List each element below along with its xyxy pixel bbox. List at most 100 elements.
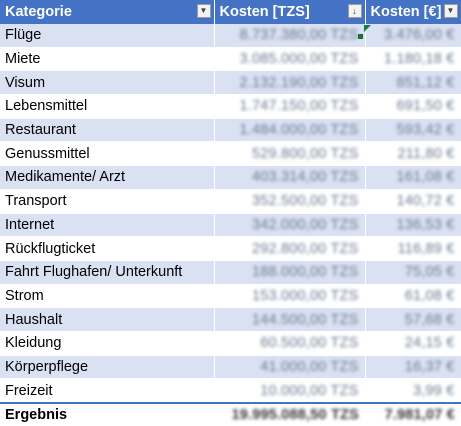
total-label[interactable]: Ergebnis bbox=[0, 402, 214, 426]
header-cost-eur-label: Kosten [€] bbox=[370, 4, 442, 20]
fill-handle[interactable] bbox=[358, 34, 363, 39]
cost-eur-value: 61,08 € bbox=[404, 287, 455, 304]
table-row: Rückflugticket 292.800,00 TZS 116,89 € bbox=[0, 236, 461, 261]
cost-eur-cell[interactable]: 24,15 € bbox=[365, 331, 461, 356]
cost-eur-cell[interactable]: 593,42 € bbox=[365, 118, 461, 143]
table-row: Internet 342.000,00 TZS 136,53 € bbox=[0, 213, 461, 238]
cost-tzs-cell[interactable]: 10.000,00 TZS bbox=[214, 378, 366, 404]
category-cell[interactable]: Freizeit bbox=[0, 378, 215, 404]
dropdown-arrow-icon[interactable]: ▼ bbox=[196, 4, 211, 18]
cost-eur-cell[interactable]: 1.180,18 € bbox=[365, 47, 461, 72]
cost-eur-value: 1.180,18 € bbox=[383, 51, 455, 68]
cost-eur-cell[interactable]: 211,80 € bbox=[365, 141, 461, 167]
cost-tzs-cell[interactable]: 41.000,00 TZS bbox=[214, 355, 366, 380]
cost-tzs-cell[interactable]: 60.500,00 TZS bbox=[214, 331, 366, 356]
cost-eur-value: 161,08 € bbox=[396, 169, 455, 186]
header-row: Kategorie ▼ Kosten [TZS] ↓ Kosten [€] ▼ bbox=[0, 0, 461, 24]
total-tzs[interactable]: 19.995.088,50 TZS bbox=[214, 402, 365, 426]
cost-tzs-value: 403.314,00 TZS bbox=[251, 169, 359, 186]
cost-tzs-cell[interactable]: 1.484.000,00 TZS bbox=[214, 118, 366, 143]
cost-eur-value: 211,80 € bbox=[397, 145, 455, 162]
dropdown-arrow-icon[interactable]: ▼ bbox=[443, 4, 458, 18]
total-row: Ergebnis 19.995.088,50 TZS 7.981,07 € bbox=[0, 402, 461, 426]
header-cost-tzs[interactable]: Kosten [TZS] ↓ bbox=[214, 0, 366, 24]
cost-tzs-value: 352.500,00 TZS bbox=[251, 193, 359, 210]
cost-tzs-value: 2.132.190,00 TZS bbox=[239, 74, 359, 91]
category-cell[interactable]: Genussmittel bbox=[0, 141, 215, 167]
cost-eur-cell[interactable]: 136,53 € bbox=[365, 213, 461, 238]
cost-eur-cell[interactable]: 161,08 € bbox=[365, 165, 461, 190]
cost-eur-value: 136,53 € bbox=[396, 216, 455, 233]
cost-eur-cell[interactable]: 851,12 € bbox=[365, 70, 461, 96]
cost-tzs-value: 292.800,00 TZS bbox=[251, 240, 359, 257]
category-cell[interactable]: Internet bbox=[0, 213, 215, 238]
cost-tzs-cell[interactable]: 529.800,00 TZS bbox=[214, 141, 366, 167]
cost-eur-value: 140,72 € bbox=[396, 193, 455, 210]
cost-tzs-value: 10.000,00 TZS bbox=[260, 382, 359, 399]
cost-eur-value: 3,99 € bbox=[412, 382, 455, 399]
cost-eur-cell[interactable]: 57,68 € bbox=[365, 307, 461, 332]
cost-tzs-value: 529.800,00 TZS bbox=[251, 145, 359, 162]
total-tzs-value: 19.995.088,50 TZS bbox=[231, 407, 359, 423]
category-cell[interactable]: Transport bbox=[0, 189, 215, 214]
header-category-label: Kategorie bbox=[5, 4, 72, 20]
category-cell[interactable]: Körperpflege bbox=[0, 355, 215, 380]
table-row: Flüge 8.737.380,00 TZS 3.476,00 € bbox=[0, 24, 461, 48]
cost-tzs-value: 188.000,00 TZS bbox=[251, 264, 359, 281]
header-cost-tzs-label: Kosten [TZS] bbox=[219, 4, 310, 20]
category-cell[interactable]: Restaurant bbox=[0, 118, 215, 143]
total-eur[interactable]: 7.981,07 € bbox=[365, 402, 461, 426]
category-cell[interactable]: Visum bbox=[0, 70, 215, 96]
cost-tzs-cell[interactable]: 292.800,00 TZS bbox=[214, 236, 366, 261]
cost-eur-cell[interactable]: 140,72 € bbox=[365, 189, 461, 214]
cost-tzs-cell[interactable]: 8.737.380,00 TZS bbox=[214, 24, 366, 48]
table-row: Genussmittel 529.800,00 TZS 211,80 € bbox=[0, 141, 461, 167]
cost-tzs-cell[interactable]: 1.747.150,00 TZS bbox=[214, 94, 366, 119]
table-row: Visum 2.132.190,00 TZS 851,12 € bbox=[0, 70, 461, 96]
sort-descending-icon[interactable]: ↓ bbox=[347, 4, 362, 18]
cost-eur-value: 57,68 € bbox=[404, 311, 455, 328]
cost-eur-value: 116,89 € bbox=[397, 240, 455, 257]
category-cell[interactable]: Miete bbox=[0, 47, 215, 72]
table-row: Transport 352.500,00 TZS 140,72 € bbox=[0, 189, 461, 214]
category-cell[interactable]: Medikamente/ Arzt bbox=[0, 165, 215, 190]
cost-eur-cell[interactable]: 16,37 € bbox=[365, 355, 461, 380]
category-cell[interactable]: Flüge bbox=[0, 24, 215, 48]
cost-eur-cell[interactable]: 3,99 € bbox=[365, 378, 461, 404]
cost-tzs-cell[interactable]: 3.085.000,00 TZS bbox=[214, 47, 366, 72]
table-row: Fahrt Flughafen/ Unterkunft 188.000,00 TZ… bbox=[0, 260, 461, 285]
cost-tzs-cell[interactable]: 403.314,00 TZS bbox=[214, 165, 366, 190]
cost-eur-cell[interactable]: 116,89 € bbox=[365, 236, 461, 261]
comment-indicator-icon bbox=[364, 25, 371, 32]
table-row: Freizeit 10.000,00 TZS 3,99 € bbox=[0, 378, 461, 404]
category-cell[interactable]: Strom bbox=[0, 284, 215, 309]
cost-tzs-value: 8.737.380,00 TZS bbox=[239, 27, 359, 44]
cost-tzs-value: 3.085.000,00 TZS bbox=[239, 51, 359, 68]
cost-tzs-cell[interactable]: 342.000,00 TZS bbox=[214, 213, 366, 238]
category-cell[interactable]: Kleidung bbox=[0, 331, 215, 356]
category-cell[interactable]: Fahrt Flughafen/ Unterkunft bbox=[0, 260, 215, 285]
cost-eur-cell[interactable]: 691,50 € bbox=[365, 94, 461, 119]
category-cell[interactable]: Rückflugticket bbox=[0, 236, 215, 261]
header-category[interactable]: Kategorie ▼ bbox=[0, 0, 215, 24]
table-row: Kleidung 60.500,00 TZS 24,15 € bbox=[0, 331, 461, 356]
table-row: Strom 153.000,00 TZS 61,08 € bbox=[0, 284, 461, 309]
cost-eur-value: 16,37 € bbox=[404, 358, 455, 375]
cost-eur-cell[interactable]: 3.476,00 € bbox=[365, 24, 461, 48]
cost-tzs-cell[interactable]: 188.000,00 TZS bbox=[214, 260, 366, 285]
category-cell[interactable]: Lebensmittel bbox=[0, 94, 215, 119]
total-eur-value: 7.981,07 € bbox=[384, 407, 455, 423]
cost-tzs-cell[interactable]: 153.000,00 TZS bbox=[214, 284, 366, 309]
category-cell[interactable]: Haushalt bbox=[0, 307, 215, 332]
cost-tzs-cell[interactable]: 352.500,00 TZS bbox=[214, 189, 366, 214]
header-cost-eur[interactable]: Kosten [€] ▼ bbox=[365, 0, 461, 24]
table-row: Körperpflege 41.000,00 TZS 16,37 € bbox=[0, 355, 461, 380]
table-row: Miete 3.085.000,00 TZS 1.180,18 € bbox=[0, 47, 461, 72]
cost-tzs-cell[interactable]: 144.500,00 TZS bbox=[214, 307, 366, 332]
cost-eur-value: 3.476,00 € bbox=[383, 27, 455, 44]
cost-eur-cell[interactable]: 75,05 € bbox=[365, 260, 461, 285]
cost-tzs-cell[interactable]: 2.132.190,00 TZS bbox=[214, 70, 366, 96]
cost-tzs-value: 153.000,00 TZS bbox=[251, 287, 359, 304]
cost-eur-cell[interactable]: 61,08 € bbox=[365, 284, 461, 309]
